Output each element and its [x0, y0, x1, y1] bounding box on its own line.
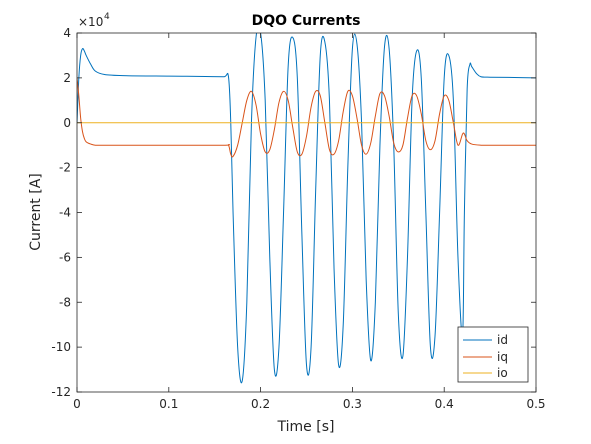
legend-label-iq: iq	[497, 350, 508, 364]
legend-label-id: id	[497, 333, 508, 347]
x-axis-label: Time [s]	[277, 419, 335, 435]
legend: id iq io	[457, 326, 529, 383]
y-tick-label: -4	[59, 206, 71, 220]
y-tick-label: 4	[63, 26, 71, 40]
legend-label-io: io	[497, 366, 508, 380]
x-tick-label: 0.4	[435, 397, 454, 411]
x-tick-label: 0.3	[343, 397, 362, 411]
series-layer	[77, 33, 536, 384]
y-tick-label: -8	[59, 295, 71, 309]
x-tick-label: 0	[73, 397, 81, 411]
ticks-layer: 0 0.1 0.2 0.3 0.4 0.5 -12 -10 -8 -6 -4 -2 0 2 4	[51, 26, 545, 411]
y-tick-label: -10	[51, 340, 71, 354]
x-tick-label: 0.5	[526, 397, 545, 411]
y-exponent-base: ×10	[78, 15, 103, 29]
series-line-iq	[77, 77, 536, 158]
chart-title: DQO Currents	[252, 13, 361, 29]
y-tick-label: 2	[63, 71, 71, 85]
y-tick-label: -2	[59, 161, 71, 175]
series-line-id	[77, 33, 536, 384]
y-axis-label: Current [A]	[28, 173, 44, 251]
x-tick-label: 0.2	[251, 397, 270, 411]
y-tick-label: 0	[63, 116, 71, 130]
y-tick-label: -6	[59, 250, 71, 264]
y-exponent-power: 4	[104, 12, 110, 22]
y-tick-label: -12	[51, 385, 71, 399]
x-tick-label: 0.1	[159, 397, 178, 411]
legend-box	[457, 326, 529, 383]
